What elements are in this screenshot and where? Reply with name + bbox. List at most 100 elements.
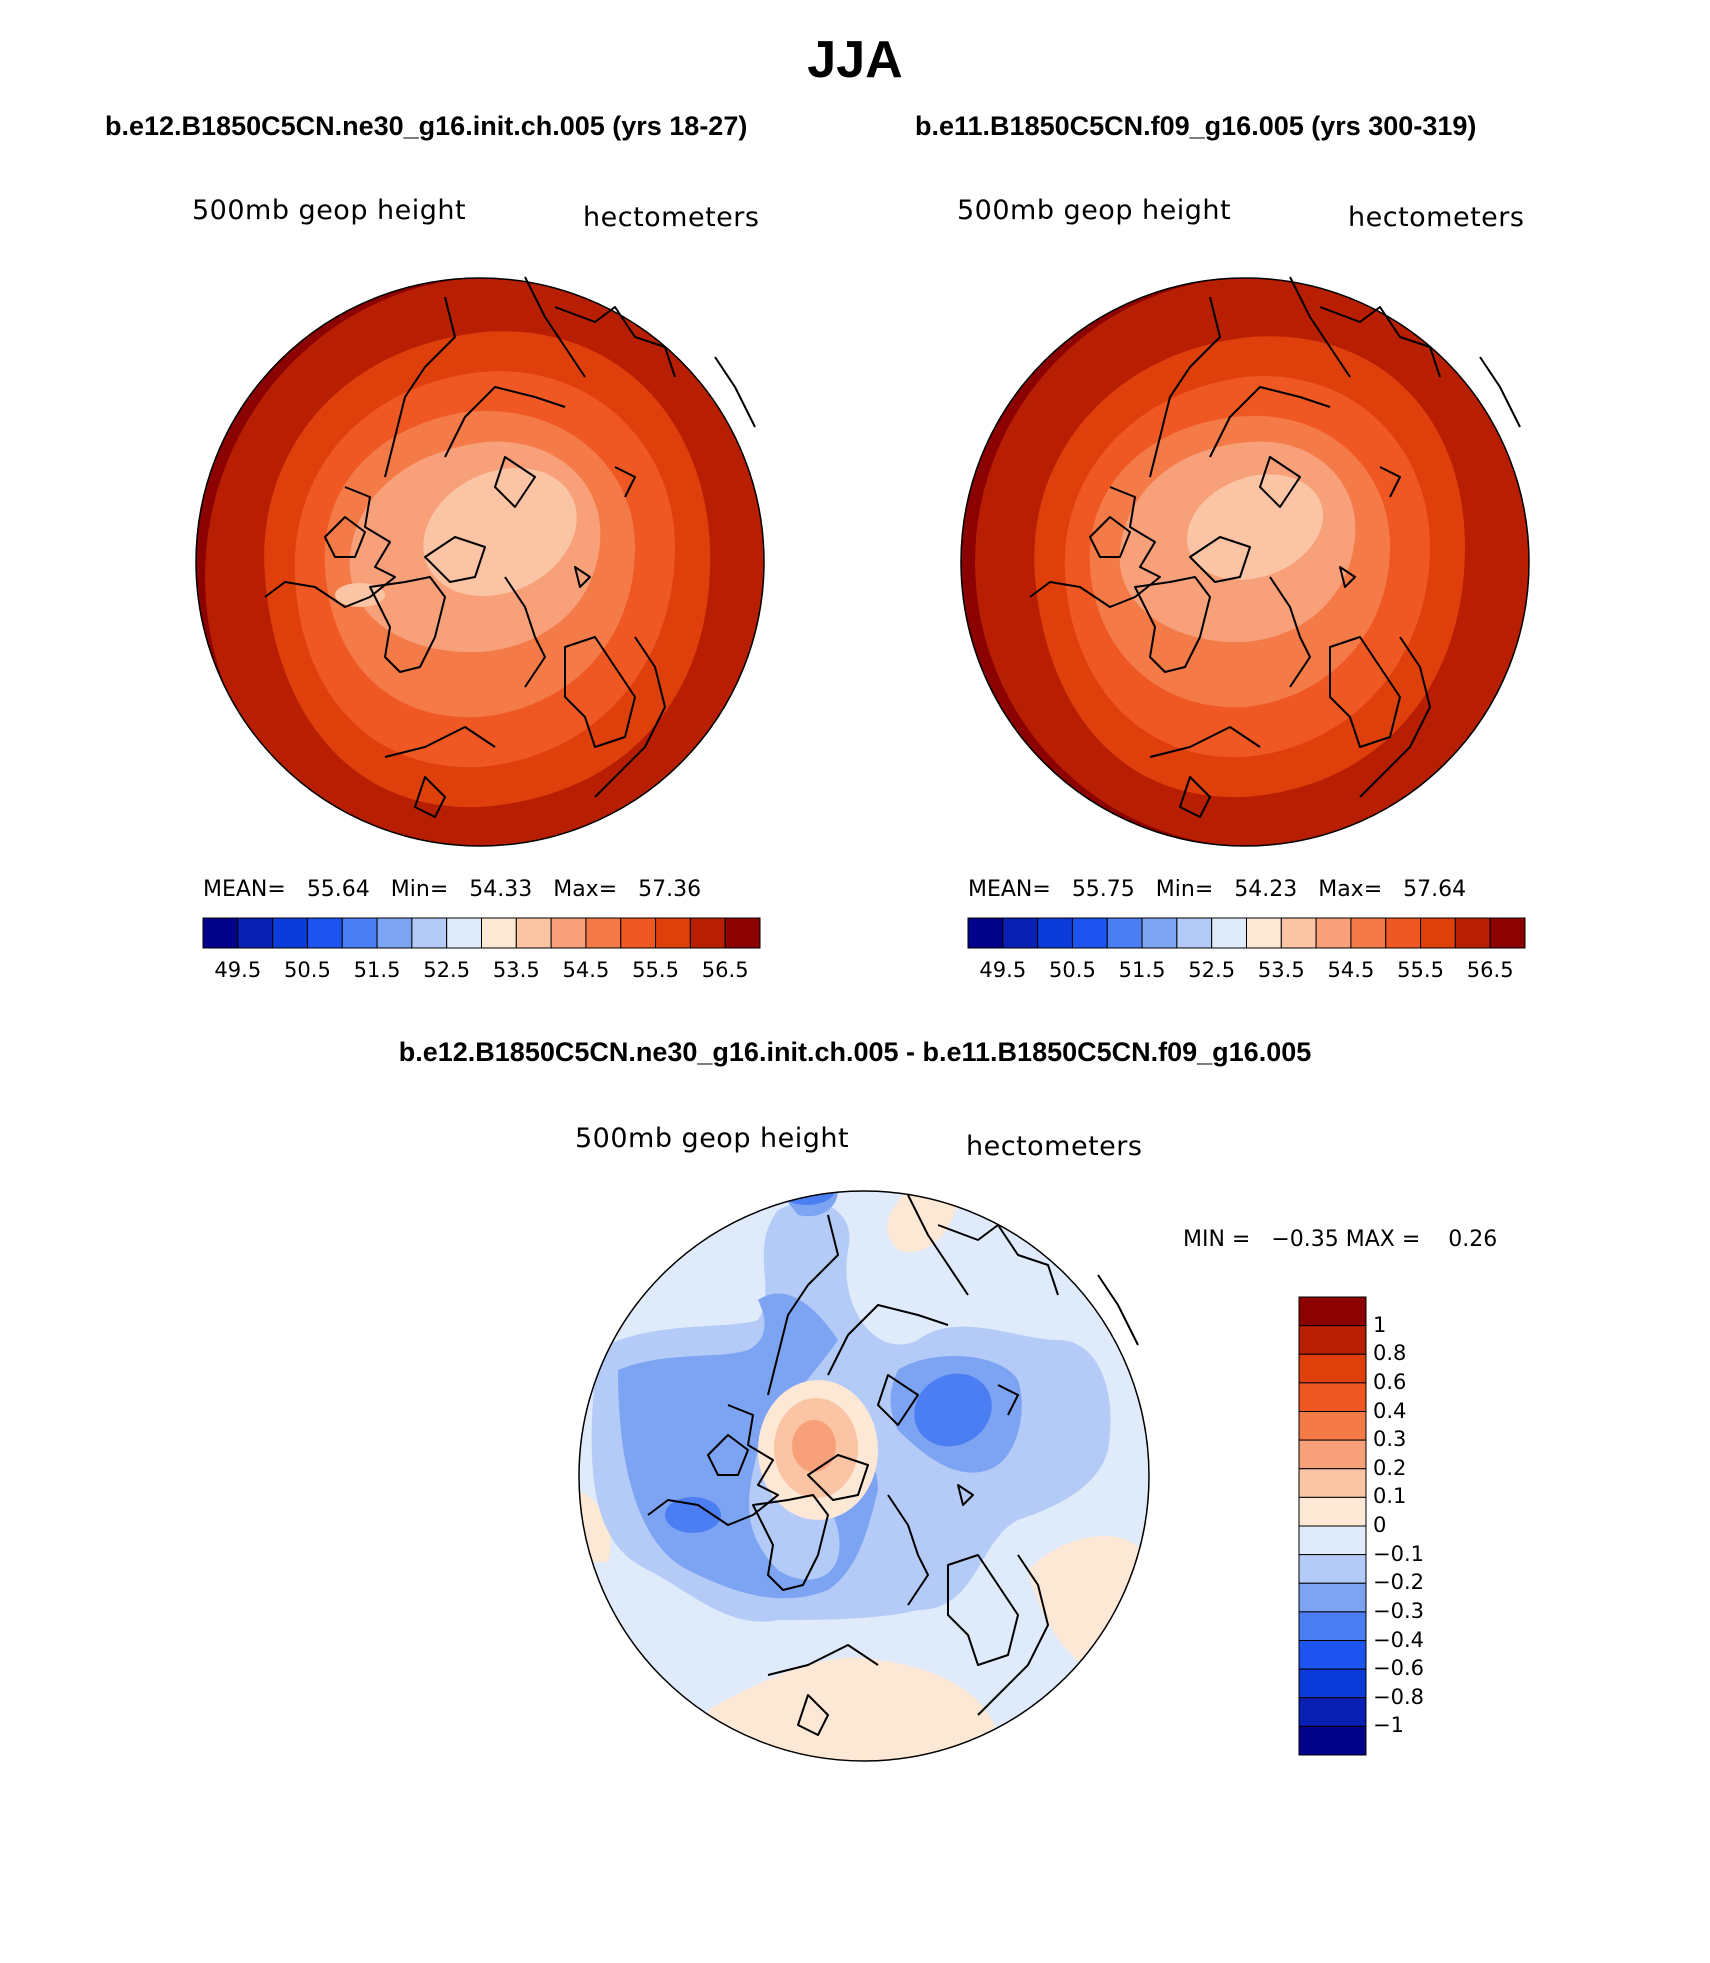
colorbar-swatch bbox=[411, 917, 448, 949]
min-value: 54.33 bbox=[469, 877, 533, 902]
panel-2-variable-label: 500mb geop height bbox=[957, 195, 1232, 226]
colorbar-swatch bbox=[1298, 1439, 1367, 1470]
max-label: Max= bbox=[553, 877, 618, 902]
colorbar-swatch bbox=[481, 917, 517, 949]
panel-2-stats: MEAN= 55.75 Min= 54.23 Max= 57.64 bbox=[968, 877, 1466, 902]
max-value: 57.64 bbox=[1403, 877, 1467, 902]
colorbar-swatch bbox=[1298, 1582, 1367, 1613]
min-label: Min= bbox=[390, 877, 449, 902]
panel-1-case-title: b.e12.B1850C5CN.ne30_g16.init.ch.005 (yr… bbox=[105, 111, 748, 141]
colorbar-tick-label: 54.5 bbox=[562, 958, 610, 982]
diff-variable-label: 500mb geop height bbox=[575, 1123, 850, 1154]
panel-1-colorbar bbox=[202, 917, 761, 949]
colorbar-swatch bbox=[1315, 917, 1352, 949]
mean-label: MEAN= bbox=[203, 877, 286, 902]
colorbar-swatch bbox=[1280, 917, 1317, 949]
colorbar-tick-label: −0.8 bbox=[1373, 1684, 1424, 1709]
colorbar-swatch bbox=[1298, 1668, 1367, 1699]
colorbar-tick-label: 55.5 bbox=[1397, 958, 1444, 982]
colorbar-tick-label: 53.5 bbox=[1257, 958, 1305, 982]
colorbar-tick-label: 51.5 bbox=[353, 958, 401, 982]
colorbar-tick-label: 50.5 bbox=[284, 958, 331, 982]
colorbar-swatch bbox=[1037, 917, 1073, 949]
colorbar-swatch bbox=[620, 917, 657, 949]
colorbar-swatch bbox=[1350, 917, 1387, 949]
colorbar-tick-label: 0.8 bbox=[1373, 1341, 1407, 1366]
panel-1-stats: MEAN= 55.64 Min= 54.33 Max= 57.36 bbox=[203, 877, 701, 902]
colorbar-swatch bbox=[1002, 917, 1039, 949]
colorbar-tick-label: 52.5 bbox=[423, 958, 471, 982]
colorbar-swatch bbox=[1176, 917, 1213, 949]
contour-band bbox=[665, 1497, 721, 1533]
colorbar-swatch bbox=[306, 917, 343, 949]
colorbar-tick-label: 0.3 bbox=[1373, 1427, 1407, 1452]
colorbar-swatch bbox=[202, 917, 239, 949]
contour-band bbox=[423, 467, 577, 597]
contour-band bbox=[887, 1191, 958, 1252]
colorbar-swatch bbox=[1298, 1611, 1367, 1641]
colorbar-swatch bbox=[550, 917, 587, 949]
colorbar-tick-label: 0.6 bbox=[1373, 1369, 1407, 1394]
colorbar-swatch bbox=[1298, 1296, 1367, 1327]
max-label: MAX = bbox=[1345, 1227, 1421, 1252]
panel-2-colorbar bbox=[967, 917, 1526, 949]
min-label: Min= bbox=[1155, 877, 1214, 902]
colorbar-swatch bbox=[689, 917, 726, 949]
colorbar-swatch bbox=[1246, 917, 1282, 949]
difference-colorbar bbox=[1298, 1296, 1367, 1756]
colorbar-swatch bbox=[1298, 1468, 1367, 1498]
colorbar-tick-label: 49.5 bbox=[979, 958, 1027, 982]
colorbar-swatch bbox=[1298, 1353, 1367, 1384]
colorbar-tick-label: −0.2 bbox=[1373, 1570, 1424, 1595]
contour-band bbox=[914, 1373, 992, 1447]
colorbar-swatch bbox=[446, 917, 482, 949]
colorbar-tick-label: 56.5 bbox=[1466, 958, 1514, 982]
colorbar-swatch bbox=[655, 917, 691, 949]
colorbar-swatch bbox=[1420, 917, 1456, 949]
contour-band bbox=[779, 1191, 835, 1205]
colorbar-swatch bbox=[1298, 1411, 1367, 1441]
mean-value: 55.75 bbox=[1071, 877, 1135, 902]
colorbar-swatch bbox=[1298, 1554, 1367, 1584]
colorbar-swatch bbox=[1141, 917, 1178, 949]
min-value: 54.23 bbox=[1234, 877, 1298, 902]
colorbar-tick-label: 50.5 bbox=[1049, 958, 1096, 982]
colorbar-tick-label: −0.6 bbox=[1373, 1656, 1424, 1681]
colorbar-tick-label: 1 bbox=[1373, 1312, 1387, 1337]
colorbar-swatch bbox=[272, 917, 308, 949]
min-value: −0.35 bbox=[1271, 1227, 1339, 1252]
difference-title: b.e12.B1850C5CN.ne30_g16.init.ch.005 - b… bbox=[398, 1037, 1312, 1067]
colorbar-tick-label: 0.2 bbox=[1373, 1455, 1407, 1480]
colorbar-tick-label: 0.1 bbox=[1373, 1484, 1407, 1509]
mean-value: 55.64 bbox=[306, 877, 370, 902]
colorbar-swatch bbox=[1298, 1697, 1367, 1727]
max-label: Max= bbox=[1318, 877, 1383, 902]
colorbar-swatch bbox=[1211, 917, 1247, 949]
colorbar-swatch bbox=[1489, 917, 1526, 949]
panel-1-variable-label: 500mb geop height bbox=[192, 195, 467, 226]
diff-units-label: hectometers bbox=[966, 1131, 1143, 1162]
colorbar-swatch bbox=[237, 917, 274, 949]
colorbar-swatch bbox=[1454, 917, 1491, 949]
colorbar-swatch bbox=[1385, 917, 1422, 949]
colorbar-tick-label: 53.5 bbox=[492, 958, 540, 982]
difference-polar-map bbox=[578, 1190, 1150, 1762]
contour-band bbox=[792, 1420, 836, 1472]
colorbar-swatch bbox=[376, 917, 413, 949]
panel-1-polar-map bbox=[195, 276, 765, 847]
coastlines bbox=[1029, 276, 1521, 818]
diff-minmax: MIN = −0.35 MAX = 0.26 bbox=[1183, 1227, 1497, 1252]
colorbar-tick-label: −0.3 bbox=[1373, 1598, 1424, 1623]
panel-1-units-label: hectometers bbox=[583, 202, 760, 233]
colorbar-swatch bbox=[724, 917, 761, 949]
coastlines bbox=[647, 1194, 1139, 1736]
contour-band bbox=[708, 1657, 1000, 1761]
colorbar-tick-label: 0.4 bbox=[1373, 1398, 1407, 1423]
colorbar-tick-label: 49.5 bbox=[214, 958, 262, 982]
colorbar-swatch bbox=[1071, 917, 1108, 949]
contour-band bbox=[335, 583, 385, 607]
colorbar-swatch bbox=[585, 917, 622, 949]
colorbar-tick-label: 51.5 bbox=[1118, 958, 1166, 982]
contour-band bbox=[1187, 474, 1323, 580]
figure-title: JJA bbox=[807, 31, 903, 89]
